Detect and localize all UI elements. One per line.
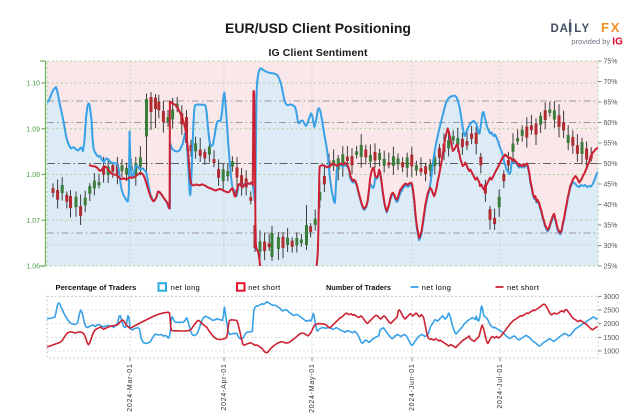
svg-text:50%: 50% — [604, 161, 618, 168]
svg-text:1.06: 1.06 — [26, 264, 40, 271]
svg-text:40%: 40% — [604, 202, 618, 209]
svg-text:LY: LY — [574, 23, 590, 35]
svg-text:70%: 70% — [604, 79, 618, 86]
svg-text:Number of Traders: Number of Traders — [326, 283, 391, 292]
svg-text:1.09: 1.09 — [26, 126, 40, 133]
svg-text:1500: 1500 — [604, 335, 620, 342]
svg-text:Percentage of Traders: Percentage of Traders — [56, 283, 137, 292]
svg-text:60%: 60% — [604, 120, 618, 127]
svg-text:net short: net short — [248, 283, 280, 292]
svg-text:provided by: provided by — [571, 37, 610, 46]
svg-text:FX: FX — [601, 20, 621, 35]
svg-text:3000: 3000 — [604, 294, 620, 301]
svg-text:65%: 65% — [604, 100, 618, 107]
svg-text:2024-Jul-01: 2024-Jul-01 — [497, 363, 504, 408]
svg-text:2024-Mar-01: 2024-Mar-01 — [127, 363, 134, 411]
svg-text:1.08: 1.08 — [26, 172, 40, 179]
svg-text:25%: 25% — [604, 264, 618, 271]
svg-text:IG Client Sentiment: IG Client Sentiment — [268, 47, 368, 59]
svg-text:1000: 1000 — [604, 349, 620, 356]
svg-text:net long: net long — [171, 283, 201, 292]
svg-text:45%: 45% — [604, 182, 618, 189]
svg-text:1.10: 1.10 — [26, 81, 40, 88]
svg-text:2000: 2000 — [604, 321, 620, 328]
svg-text:55%: 55% — [604, 141, 618, 148]
svg-text:35%: 35% — [604, 223, 618, 230]
svg-text:EUR/USD Client Positioning: EUR/USD Client Positioning — [225, 20, 411, 36]
svg-text:1.07: 1.07 — [26, 218, 40, 225]
svg-text:net short: net short — [507, 283, 539, 292]
svg-text:2024-May-01: 2024-May-01 — [309, 363, 316, 413]
svg-text:net long: net long — [422, 283, 452, 292]
svg-text:30%: 30% — [604, 243, 618, 250]
svg-text:DA: DA — [551, 23, 569, 35]
svg-text:IG: IG — [612, 37, 623, 48]
svg-text:75%: 75% — [604, 59, 618, 66]
svg-text:2500: 2500 — [604, 308, 620, 315]
svg-text:2024-Apr-01: 2024-Apr-01 — [221, 363, 228, 410]
svg-text:2024-Jun-01: 2024-Jun-01 — [409, 363, 416, 411]
